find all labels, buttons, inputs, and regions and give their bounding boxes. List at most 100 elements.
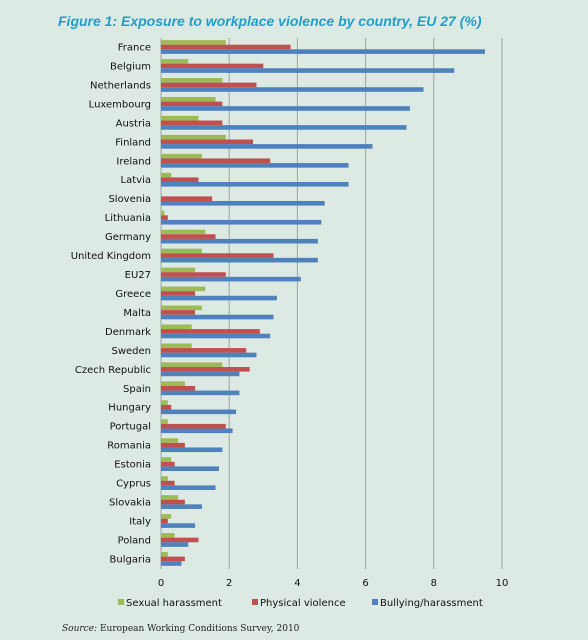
category-label: Bulgaria [110, 554, 151, 565]
category-label: Hungary [108, 403, 151, 414]
bar-sexual-harassment [161, 229, 206, 235]
bar-physical-violence [161, 385, 196, 391]
bar-sexual-harassment [161, 324, 192, 330]
category-label: Sweden [111, 346, 151, 357]
bar-physical-violence [161, 518, 168, 524]
bar-physical-violence [161, 499, 185, 505]
x-tick-label: 4 [294, 578, 300, 589]
legend-swatch [118, 599, 124, 605]
bar-bullying-harassment [161, 466, 219, 472]
bar-bullying-harassment [161, 182, 349, 187]
bar-sexual-harassment [161, 514, 172, 519]
legend-label: Bullying/harassment [380, 598, 483, 609]
bar-bullying-harassment [161, 106, 410, 111]
category-label: United Kingdom [71, 251, 151, 262]
bar-bullying-harassment [161, 219, 322, 225]
category-label: Poland [118, 535, 151, 546]
legend-swatch [372, 599, 378, 605]
bar-physical-violence [161, 310, 196, 315]
bar-sexual-harassment [161, 40, 226, 45]
bar-bullying-harassment [161, 238, 318, 244]
bar-bullying-harassment [161, 333, 271, 339]
bar-bullying-harassment [161, 49, 485, 54]
category-label: Estonia [114, 460, 151, 471]
category-label: Slovakia [109, 498, 151, 509]
x-tick-label: 10 [496, 578, 509, 589]
bar-bullying-harassment [161, 257, 318, 263]
category-label: Netherlands [90, 80, 151, 91]
source-text: European Working Conditions Survey, 2010 [99, 624, 300, 634]
bar-sexual-harassment [161, 362, 223, 368]
bar-bullying-harassment [161, 371, 240, 377]
bar-sexual-harassment [161, 438, 179, 443]
bar-physical-violence [161, 63, 264, 69]
bar-bullying-harassment [161, 485, 216, 490]
bar-physical-violence [161, 537, 199, 543]
bar-bullying-harassment [161, 561, 182, 566]
bar-bullying-harassment [161, 390, 240, 396]
bar-physical-violence [161, 367, 250, 372]
x-tick-label: 6 [362, 578, 368, 589]
category-labels: France Belgium Netherlands Luxembourg Austri… [71, 43, 151, 566]
category-label: Germany [105, 232, 151, 243]
bar-bullying-harassment [161, 163, 349, 168]
bar-sexual-harassment [161, 381, 185, 386]
bar-bullying-harassment [161, 200, 325, 206]
bar-sexual-harassment [161, 267, 196, 273]
category-label: Malta [123, 308, 151, 319]
bar-physical-violence [161, 196, 213, 201]
x-tick-label: 8 [431, 578, 437, 589]
category-label: Cyprus [116, 479, 151, 490]
bar-sexual-harassment [161, 59, 189, 64]
bar-physical-violence [161, 177, 199, 183]
bar-sexual-harassment [161, 305, 202, 311]
bar-physical-violence [161, 234, 216, 239]
bar-sexual-harassment [161, 476, 168, 481]
category-label: Belgium [110, 61, 151, 72]
bar-sexual-harassment [161, 78, 223, 83]
bar-bullying-harassment [161, 504, 202, 509]
legend: Sexual harassment Physical violence Bullyi… [118, 598, 483, 609]
bar-sexual-harassment [161, 96, 216, 102]
bar-bullying-harassment [161, 125, 407, 130]
category-label: France [118, 43, 151, 54]
category-label: Portugal [110, 422, 151, 433]
bar-bullying-harassment [161, 314, 274, 320]
bar-sexual-harassment [161, 248, 202, 254]
bar-physical-violence [161, 461, 175, 467]
bar-sexual-harassment [161, 115, 199, 121]
bar-sexual-harassment [161, 343, 192, 349]
bar-sexual-harassment [161, 153, 202, 159]
bar-sexual-harassment [161, 400, 168, 405]
bar-physical-violence [161, 44, 291, 50]
bar-physical-violence [161, 158, 271, 164]
bar-physical-violence [161, 272, 226, 277]
category-label: Denmark [105, 327, 151, 338]
bar-physical-violence [161, 139, 254, 145]
bar-physical-violence [161, 120, 223, 126]
bar-bullying-harassment [161, 447, 223, 453]
bar-physical-violence [161, 101, 223, 107]
bar-sexual-harassment [161, 552, 168, 557]
bar-sexual-harassment [161, 495, 179, 500]
legend-swatch [252, 599, 258, 605]
bar-physical-violence [161, 556, 185, 562]
bar-sexual-harassment [161, 172, 172, 178]
bar-bullying-harassment [161, 276, 301, 282]
bar-physical-violence [161, 329, 260, 334]
category-label: Latvia [121, 175, 151, 186]
chart-title: Figure 1: Exposure to workplace violence… [58, 13, 482, 29]
category-label: Luxembourg [89, 99, 151, 110]
bar-sexual-harassment [161, 210, 165, 216]
bar-bullying-harassment [161, 87, 424, 92]
bar-sexual-harassment [161, 457, 172, 462]
category-label: Italy [129, 517, 151, 528]
legend-label: Physical violence [260, 598, 346, 609]
source-label: Source: [62, 624, 98, 634]
bar-physical-violence [161, 348, 247, 353]
bar-bullying-harassment [161, 352, 257, 358]
bar-bullying-harassment [161, 428, 233, 434]
x-tick-label: 2 [226, 578, 232, 589]
category-label: Spain [123, 384, 151, 395]
